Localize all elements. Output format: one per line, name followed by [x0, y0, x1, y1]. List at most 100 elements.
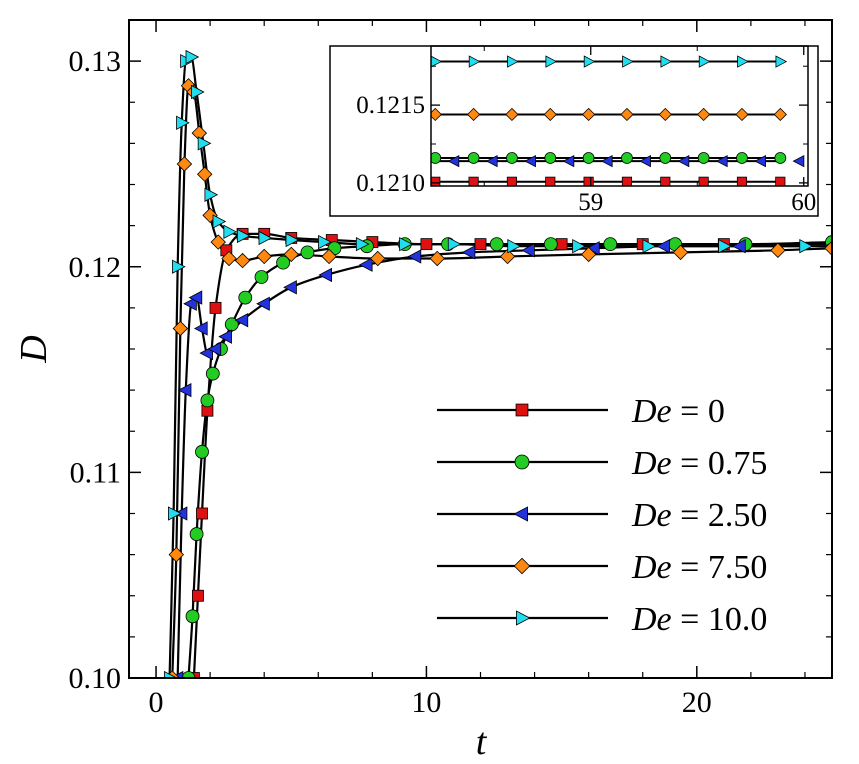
data-point-de-10-0-5: [185, 49, 200, 65]
data-point-de-0-2: [196, 507, 208, 520]
data-point-de-7-50-17: [499, 248, 516, 265]
data-point-de-10-0-15: [355, 236, 370, 252]
x-tick-label-0: 0: [149, 686, 164, 719]
y-tick-label-1: 0.11: [70, 456, 121, 489]
inset-data-point-de-7-50-8: [735, 107, 749, 122]
legend-marker-de-2-50: [513, 506, 528, 522]
data-point-de-2-50-2: [177, 382, 192, 398]
legend-label-de-2-50: De = 2.50: [631, 497, 767, 534]
data-point-de-0-11: [420, 238, 433, 251]
inset-plot-frame: [430, 45, 809, 187]
x-tick-label-1: 10: [411, 686, 441, 719]
data-point-de-2-50-4: [188, 290, 203, 305]
inset-data-point-de-10-0-3: [545, 55, 558, 68]
data-point-de-2-50-16: [521, 243, 535, 258]
inset-data-point-de-2-50-5: [639, 154, 651, 168]
legend-label-de-7-50: De = 7.50: [631, 549, 767, 586]
inset-data-point-de-0-9: [775, 176, 786, 186]
y-tick-label-3: 0.13: [69, 45, 122, 78]
legend-marker-de-0-75: [514, 454, 530, 470]
inset-y-tick-label-1: 0.1215: [356, 92, 425, 119]
data-point-de-2-50-7: [207, 341, 222, 357]
inset-data-point-de-0-8: [736, 176, 748, 186]
data-point-de-0-75-4: [200, 393, 215, 408]
data-point-de-0-75-16: [489, 237, 504, 252]
main-plot: 0 10 20 0.10 0.11 0.12 0.13 t D: [13, 19, 833, 763]
data-point-de-10-0-11: [236, 228, 251, 244]
data-point-de-7-50-20: [770, 242, 786, 259]
data-point-de-7-50-14: [321, 248, 337, 265]
data-point-de-10-0-7: [197, 136, 212, 151]
legend-label-de-0-75: De = 0.75: [631, 445, 767, 482]
data-point-de-0-4: [209, 301, 222, 314]
inset-data-point-de-0-75-7: [697, 152, 710, 164]
inset-data-point-de-7-50-9: [773, 107, 787, 122]
inset-data-point-de-0-75-4: [582, 152, 595, 164]
y-tick-label-2: 0.12: [69, 251, 122, 284]
y-axis-label: D: [13, 335, 55, 363]
inset-data-point-de-0-5: [621, 176, 633, 186]
inset-data-point-de-2-50-0: [447, 154, 460, 168]
inset-data-point-de-7-50-5: [620, 107, 634, 122]
data-point-de-7-50-7: [196, 166, 213, 182]
inset-data-point-de-10-0-1: [468, 55, 481, 68]
inset-ticks: [431, 46, 808, 186]
inset-data-point-de-0-6: [660, 176, 671, 186]
inset-data-point-de-2-50-9: [792, 154, 805, 168]
data-point-de-10-0-18: [507, 239, 521, 254]
data-point-de-0-75-9: [254, 270, 269, 284]
inset-data-point-de-7-50-6: [658, 107, 672, 122]
inset-data-point-de-10-0-8: [737, 55, 749, 68]
inset-data-point-de-10-0-5: [622, 55, 634, 68]
legend-label-de-10-0: De = 10.0: [631, 601, 767, 638]
data-point-de-10-0-2: [172, 259, 186, 274]
data-point-de-10-0-9: [212, 214, 227, 229]
inset-data-point-de-2-50-7: [715, 154, 728, 168]
data-point-de-2-50-15: [461, 245, 476, 260]
inset-data-point-de-10-0-4: [583, 55, 596, 68]
data-point-de-0-12: [474, 238, 487, 251]
data-point-de-7-50-19: [672, 244, 689, 261]
inset-data-point-de-2-50-1: [485, 154, 498, 168]
data-point-de-10-0-6: [190, 84, 205, 100]
inset-data-point-de-0-75-1: [467, 152, 480, 164]
inset-data-point-de-0-75-0: [431, 152, 442, 164]
data-point-de-0-75-1: [185, 609, 200, 624]
inset-data-point-de-0-75-5: [621, 152, 633, 164]
data-point-de-0-75-11: [300, 245, 315, 260]
inset-data-point-de-0-3: [545, 176, 556, 186]
data-point-de-0-75-2: [189, 527, 204, 541]
inset-data-point-de-10-0-6: [660, 55, 673, 68]
inset-data-point-de-0-75-2: [506, 152, 518, 164]
inset-data-point-de-0-0: [431, 176, 441, 186]
data-point-de-2-50-12: [318, 267, 332, 283]
data-point-de-7-50-9: [210, 234, 226, 250]
legend: De = 0 De = 0.75 De = 2.50 De = 7.50 De = 10…: [437, 393, 767, 638]
y-tick-label-0: 0.10: [69, 662, 122, 695]
data-point-de-10-0-13: [285, 232, 300, 248]
inset-data-point-de-0-75-8: [736, 152, 748, 164]
data-point-de-10-0-16: [399, 236, 413, 252]
data-point-de-0-75-18: [603, 237, 618, 252]
inset-plot: 59 60 0.1210 0.1215: [329, 45, 819, 217]
data-point-de-0-75-3: [195, 444, 209, 459]
legend-marker-de-0: [515, 403, 529, 417]
data-point-de-2-50-5: [193, 321, 208, 336]
data-point-de-0-75-10: [276, 255, 291, 270]
inset-x-tick-label-1: 60: [791, 189, 816, 216]
main-markers: [163, 49, 832, 678]
data-point-de-2-50-8: [218, 329, 232, 344]
data-point-de-7-50-3: [176, 156, 193, 172]
data-point-de-0-1: [192, 589, 204, 602]
main-ticks: [129, 19, 832, 679]
data-point-de-0-75-17: [543, 237, 558, 252]
data-point-de-7-50-21: [824, 240, 832, 256]
inset-background: [329, 45, 819, 217]
inset-data-point-de-0-75-9: [774, 152, 787, 164]
inset-tick-labels: 59 60 0.1210 0.1215: [356, 92, 816, 216]
inset-data-point-de-0-4: [583, 176, 594, 186]
inset-data-point-de-0-1: [468, 176, 479, 186]
data-point-de-10-0-19: [572, 239, 586, 254]
inset-data-point-de-0-7: [698, 176, 709, 186]
data-point-de-10-0-3: [176, 115, 190, 130]
